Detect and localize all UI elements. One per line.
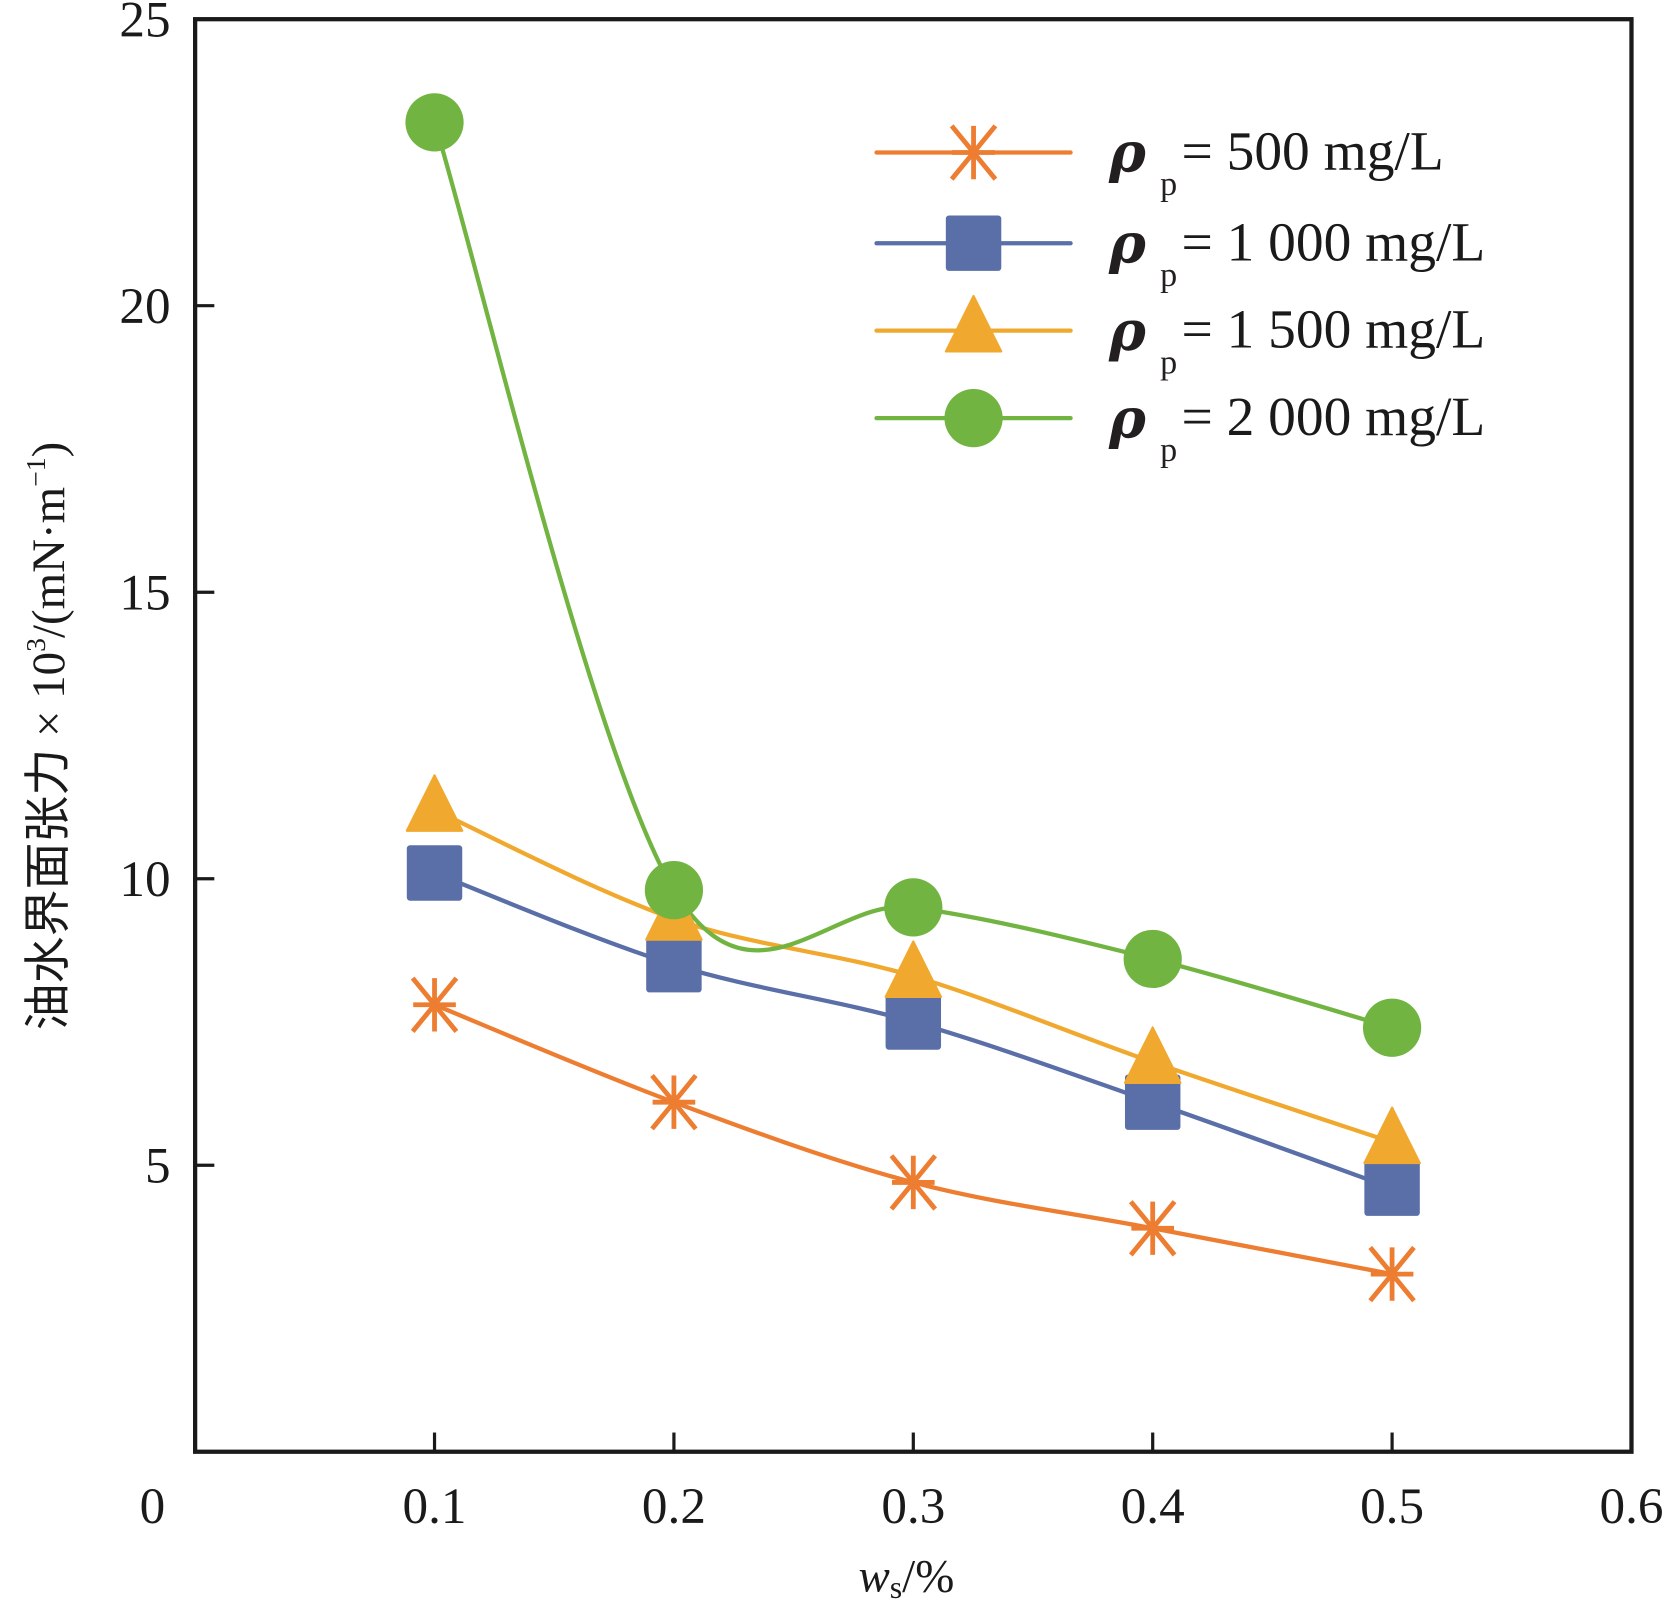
y-tick-label: 20 bbox=[119, 278, 170, 335]
legend-item: ρ p= 1 500 mg/L bbox=[874, 294, 1485, 381]
y-axis-title-cjk: 油水界面张力 bbox=[21, 749, 76, 1030]
x-axis-title-unit: /% bbox=[902, 1550, 954, 1600]
legend-label: = 2 000 mg/L bbox=[1181, 386, 1485, 447]
data-point-square bbox=[1364, 1160, 1420, 1216]
legend-marker-square bbox=[945, 215, 1002, 271]
x-axis: 0 0.1 0.2 0.3 0.4 0.5 0.6 bbox=[140, 1432, 1663, 1535]
data-point-triangle bbox=[884, 940, 943, 998]
x-axis-title-main: w bbox=[858, 1550, 889, 1600]
legend-item: ρ p= 500 mg/L bbox=[874, 121, 1444, 203]
data-point-asterisk bbox=[889, 1154, 938, 1211]
legend-marker-triangle bbox=[944, 294, 1003, 353]
y-tick-label: 5 bbox=[145, 1137, 171, 1194]
x-tick-label: 0.3 bbox=[881, 1478, 945, 1535]
legend-rho-symbol: ρ bbox=[1108, 121, 1147, 186]
data-point-asterisk bbox=[650, 1074, 698, 1131]
data-point-circle bbox=[1362, 998, 1422, 1057]
legend-rho-subscript: p bbox=[1160, 344, 1177, 381]
y-axis-title-times: × 10 bbox=[23, 652, 75, 749]
y-tick-label: 25 bbox=[119, 0, 170, 48]
legend-rho-symbol: ρ bbox=[1108, 386, 1147, 451]
data-point-triangle bbox=[1123, 1026, 1182, 1084]
data-point-square bbox=[1124, 1074, 1181, 1130]
data-point-circle bbox=[644, 861, 704, 920]
legend-label: = 1 000 mg/L bbox=[1181, 211, 1485, 272]
x-tick-label: 0.1 bbox=[403, 1478, 467, 1535]
data-point-triangle bbox=[1363, 1106, 1421, 1165]
series-line-circle bbox=[432, 121, 1393, 1030]
x-tick-label: 0.6 bbox=[1599, 1478, 1663, 1535]
y-axis-title-unit: /(mN·m bbox=[23, 487, 75, 638]
data-point-circle bbox=[1123, 929, 1182, 989]
series-lines bbox=[432, 121, 1393, 1277]
y-axis: 5 10 15 20 25 bbox=[119, 0, 215, 1194]
legend-marker-asterisk bbox=[949, 124, 998, 181]
x-tick-label: 0.4 bbox=[1121, 1478, 1185, 1535]
legend-item: ρ p= 2 000 mg/L bbox=[874, 386, 1485, 469]
y-axis-title-unit-sup: −1 bbox=[20, 457, 51, 487]
legend-rho-symbol: ρ bbox=[1108, 211, 1147, 276]
data-point-asterisk bbox=[410, 976, 459, 1033]
data-point-circle bbox=[405, 93, 464, 152]
legend-label: = 500 mg/L bbox=[1181, 121, 1443, 182]
series-markers bbox=[405, 93, 1422, 1303]
data-point-asterisk bbox=[1368, 1245, 1416, 1303]
legend: ρ p= 500 mg/Lρ p= 1 000 mg/Lρ p= 1 500 mg/L… bbox=[874, 121, 1485, 469]
y-tick-label: 15 bbox=[119, 564, 170, 621]
data-point-square bbox=[406, 845, 463, 901]
y-axis-title: 油水界面张力 × 103/(mN·m−1) bbox=[20, 442, 76, 1030]
data-point-asterisk bbox=[1128, 1200, 1177, 1257]
y-axis-title-sup: 3 bbox=[20, 638, 51, 652]
legend-label: = 1 500 mg/L bbox=[1181, 299, 1485, 360]
x-axis-title: ws/% bbox=[858, 1550, 954, 1600]
data-point-square bbox=[885, 994, 942, 1050]
legend-marker-circle bbox=[944, 389, 1003, 448]
data-point-square bbox=[646, 936, 702, 993]
x-tick-label: 0 bbox=[140, 1478, 166, 1535]
legend-rho-subscript: p bbox=[1160, 432, 1177, 469]
x-tick-label: 0.5 bbox=[1360, 1478, 1424, 1535]
legend-rho-subscript: p bbox=[1160, 257, 1177, 294]
x-axis-title-sub: s bbox=[890, 1569, 902, 1600]
legend-item: ρ p= 1 000 mg/L bbox=[874, 211, 1485, 294]
y-axis-title-close: ) bbox=[23, 442, 75, 458]
legend-rho-symbol: ρ bbox=[1108, 299, 1147, 364]
data-point-triangle bbox=[405, 774, 464, 832]
x-tick-label: 0.2 bbox=[642, 1478, 706, 1535]
y-tick-label: 10 bbox=[119, 851, 170, 908]
legend-rho-subscript: p bbox=[1160, 166, 1177, 203]
data-point-circle bbox=[884, 878, 943, 937]
